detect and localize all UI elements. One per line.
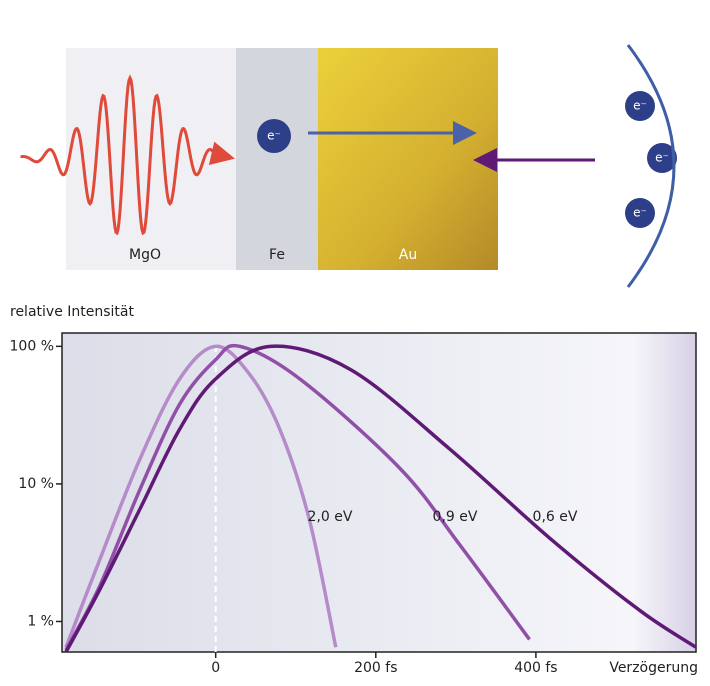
series-label: 2,0 eV (308, 509, 353, 525)
layer-diagram: MgO Fe Au e⁻ e⁻ e⁻ e⁻ (22, 45, 677, 287)
electron-label: e⁻ (633, 206, 647, 220)
electron-label: e⁻ (655, 151, 669, 165)
x-tick-label: 400 fs (514, 660, 557, 676)
layer-label: MgO (129, 247, 161, 263)
layer-label: Au (399, 247, 417, 263)
fe-layer (236, 48, 318, 270)
plot-area (62, 333, 696, 652)
x-tick-label: 0 (211, 660, 220, 676)
series-label: 0,6 eV (533, 509, 578, 525)
electron-label: e⁻ (267, 129, 281, 143)
y-tick-label: 1 % (27, 613, 54, 629)
x-tick-label: 200 fs (354, 660, 397, 676)
au-layer (318, 48, 498, 270)
figure: MgO Fe Au e⁻ e⁻ e⁻ e⁻ relative Intensitä… (0, 0, 710, 686)
y-tick-label: 10 % (18, 476, 54, 492)
page: MgO Fe Au e⁻ e⁻ e⁻ e⁻ relative Intensitä… (0, 0, 710, 686)
y-tick-label: 100 % (10, 338, 54, 354)
y-axis-label: relative Intensität (10, 304, 134, 320)
x-axis-label: Verzögerung (609, 660, 698, 676)
series-label: 0,9 eV (433, 509, 478, 525)
layer-label: Fe (269, 247, 285, 263)
electron-label: e⁻ (633, 99, 647, 113)
